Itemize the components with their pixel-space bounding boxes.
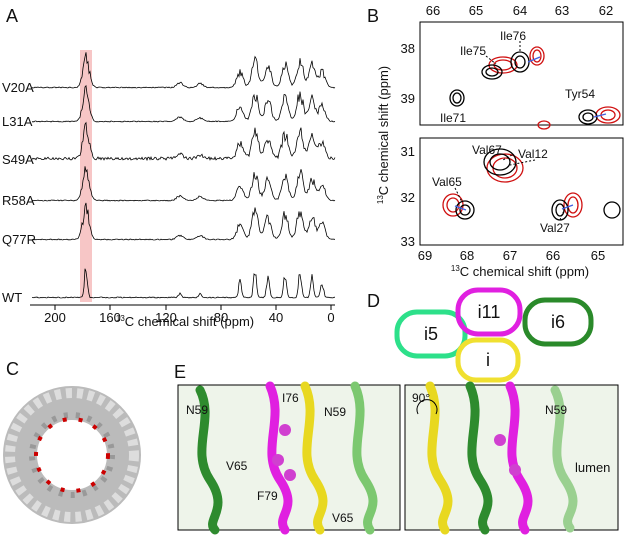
leaders [454,41,564,221]
row-label: R58A [2,193,35,208]
peak-label: Tyr54 [565,87,595,101]
peak-label: Val12 [518,147,548,161]
tick-label: 68 [460,248,474,263]
helices [195,381,578,535]
residue-label: I76 [282,391,299,405]
spectrum [31,166,336,202]
spectrum [31,52,336,89]
oligomer: i [486,350,490,370]
tick-label: 63 [555,3,569,18]
tick-label: 200 [44,310,66,325]
residue-label: V65 [332,511,354,525]
panel-label: B [367,6,379,26]
oligomer: i11 [478,302,501,322]
oligomer: i5 [424,324,438,344]
panel-label: A [6,6,18,26]
oligomer-shapes [394,287,594,383]
labels: N59 I76 N59 V65 F79 V65 90° N59 lumen [186,391,610,525]
tick-label: 69 [418,248,432,263]
contours [442,46,621,221]
residue-label: F79 [257,489,278,503]
residue-label: N59 [324,405,346,419]
tick-label: 120 [155,310,177,325]
ticks: 200 160 120 80 40 0 [44,305,335,325]
residue-label: N59 [186,403,208,417]
tick-label: 67 [503,248,517,263]
tick-label: 0 [327,310,334,325]
rotation-label: 90° [412,391,430,405]
residues [272,424,521,481]
tick-label: 39 [401,91,415,106]
tick-label: 32 [401,190,415,205]
residue-label: N59 [545,403,567,417]
oligomer: i6 [551,312,565,332]
tick-label: 40 [269,310,283,325]
residue-label: V65 [226,459,248,473]
spectrum [31,202,335,241]
rotation-arrow [416,399,438,415]
peak-label: Val65 [432,175,462,189]
panel-label: C [6,359,19,379]
highlight-band [80,50,92,302]
peak-label: Ile76 [500,29,526,43]
row-label: Q77R [2,232,36,247]
row-label: L31A [2,114,33,129]
tick-label: 65 [591,248,605,263]
tick-label: 160 [99,310,121,325]
ticks: 66 65 64 63 62 69 68 67 66 65 38 39 31 32 33 [401,3,614,263]
row-label: WT [2,290,22,305]
region-label: lumen [575,460,610,475]
tick-label: 66 [426,3,440,18]
frame [419,137,624,246]
peak-label: Ile71 [440,111,466,125]
spectrum [31,84,336,123]
tick-label: 62 [599,3,613,18]
spectra: V20A L31A S49A R58A Q77R WT [2,52,336,305]
axis-label: 13C chemical shift (ppm) [451,264,589,279]
peak-label: Ile75 [460,44,486,58]
peak-label: Val67 [472,143,502,157]
tick-label: 66 [546,248,560,263]
frame [419,21,624,126]
peak-labels: Ile75 Ile76 Tyr54 Ile71 Val67 Val12 Val65 Val27 [432,29,595,235]
spectrum [31,121,336,162]
panel-label: E [174,362,186,382]
tick-label: 33 [401,234,415,249]
pore-structure [3,386,141,524]
axis-label: 13C chemical shift (ppm) [116,314,254,329]
tick-label: 65 [469,3,483,18]
row-label: V20A [2,80,34,95]
peak-label: Val27 [540,221,570,235]
panel-label: D [367,291,380,311]
axis-label: 13C chemical shift (ppm) [376,66,391,204]
tick-label: 80 [214,310,228,325]
spectrum [31,268,336,299]
row-label: S49A [2,152,34,167]
tick-label: 38 [401,41,415,56]
tick-label: 64 [513,3,527,18]
tick-label: 31 [401,144,415,159]
